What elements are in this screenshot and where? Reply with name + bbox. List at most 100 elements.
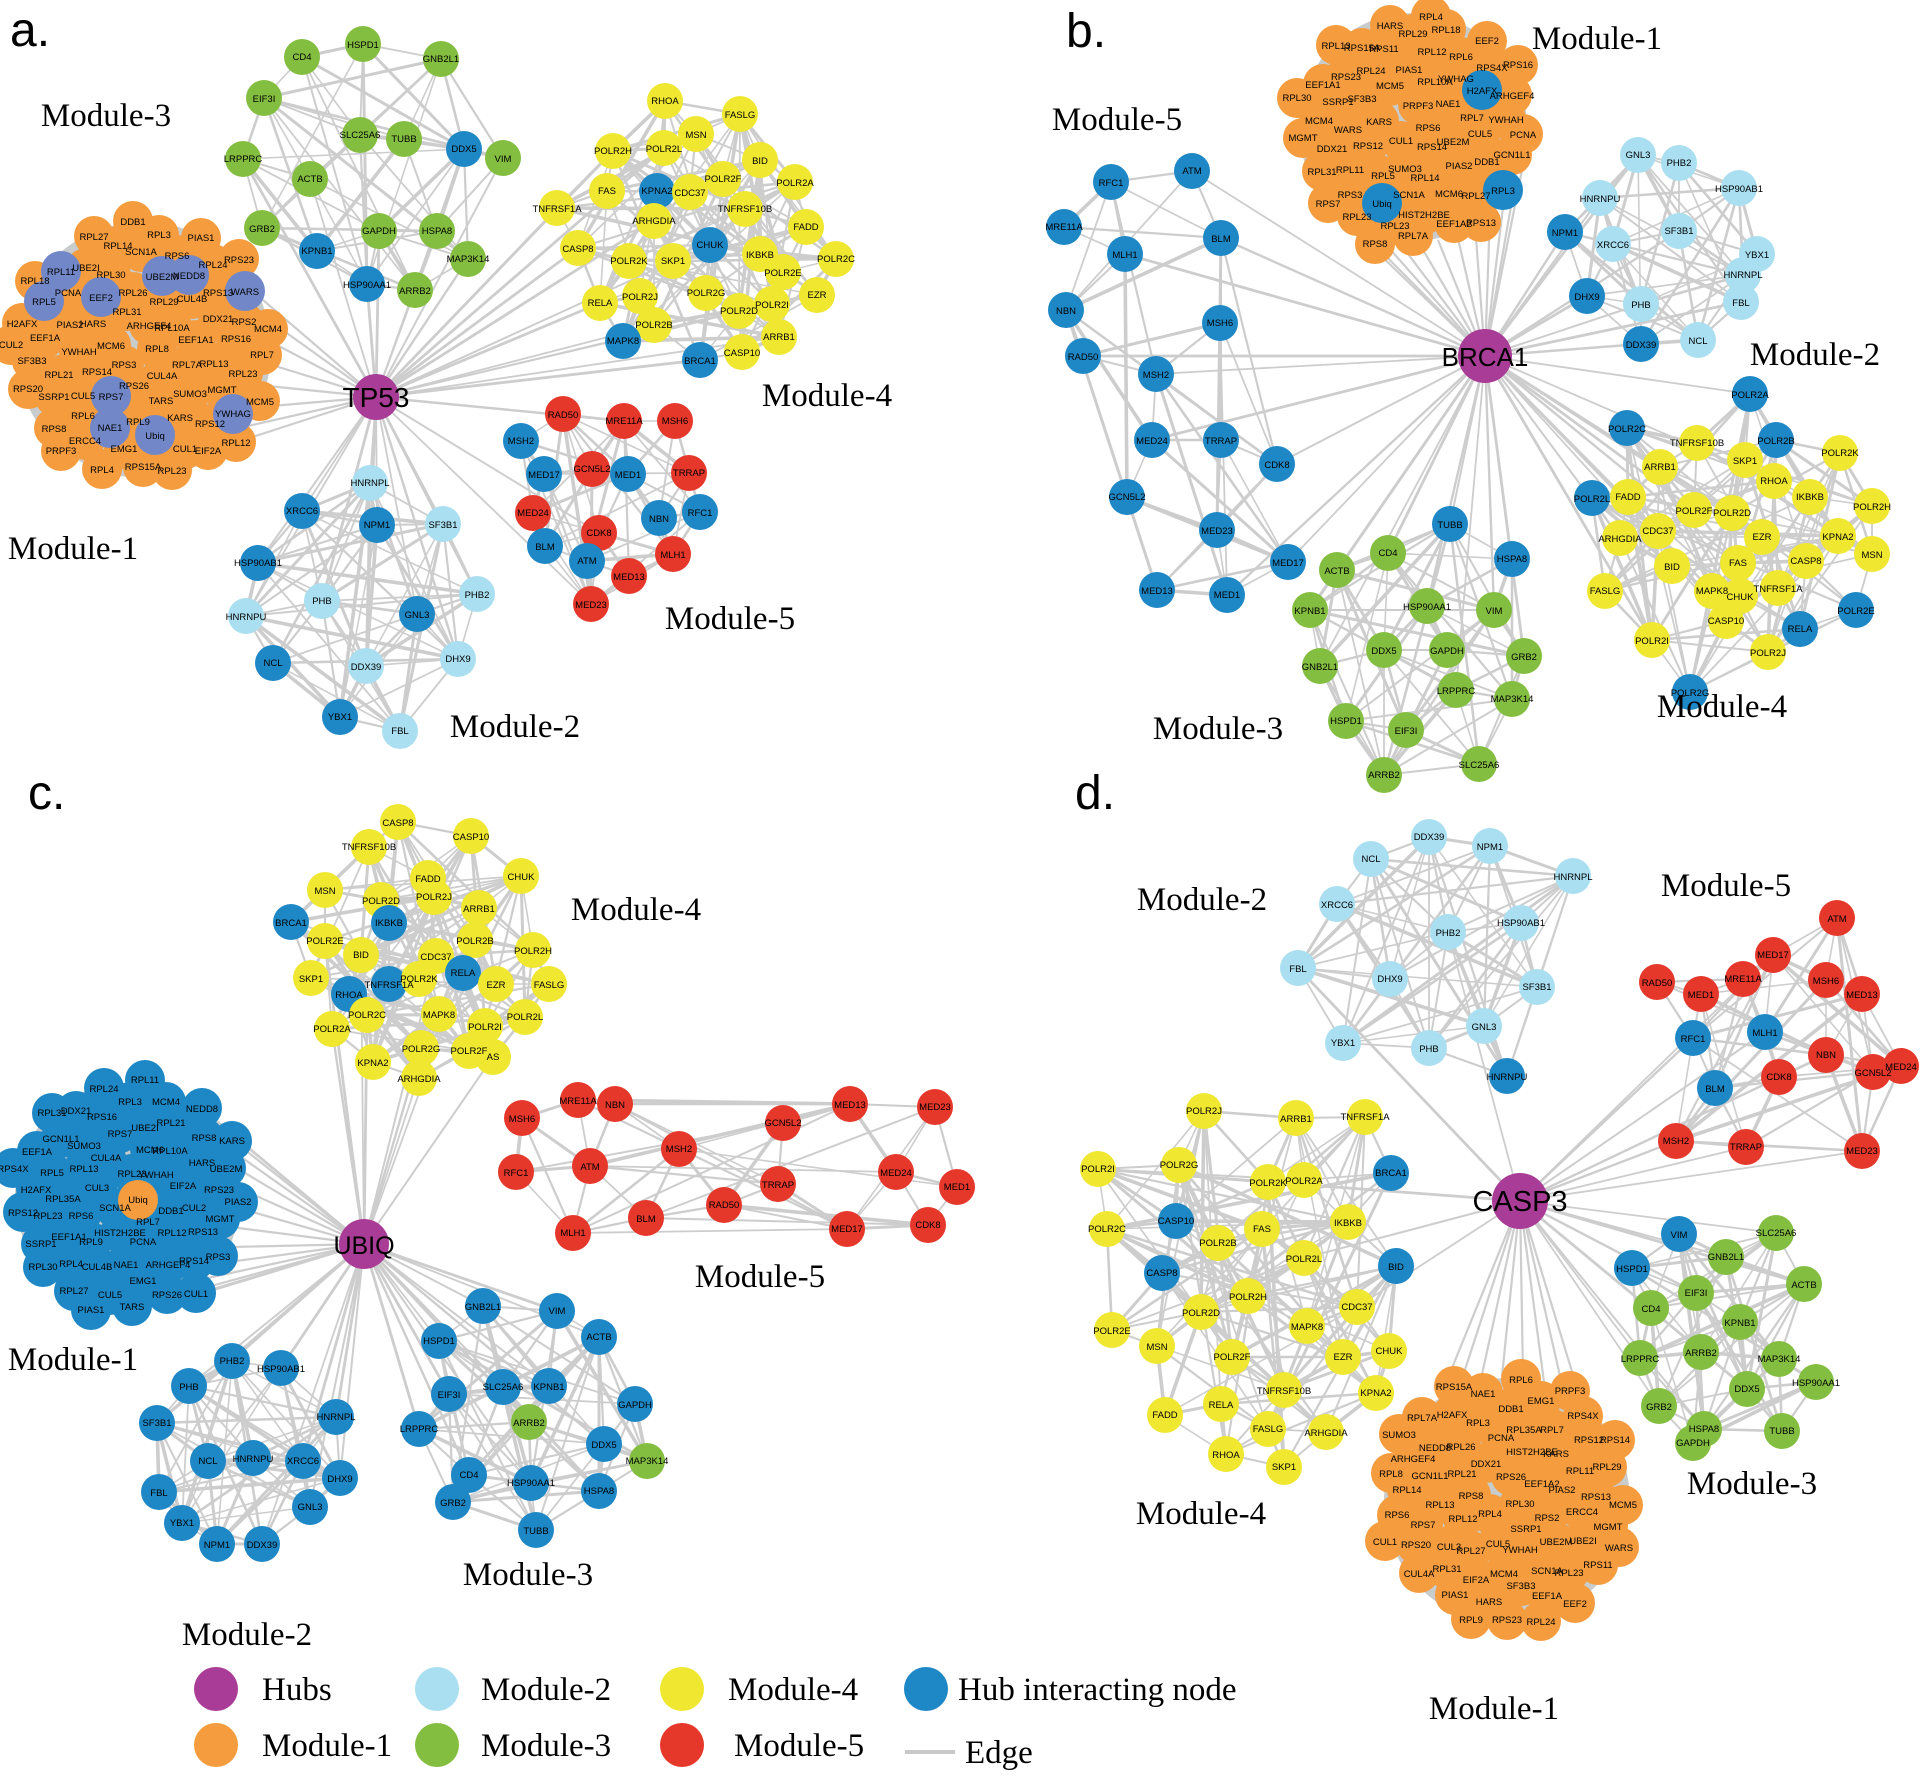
svg-text:EIF3I: EIF3I (1685, 1288, 1708, 1299)
svg-text:RPS12: RPS12 (195, 419, 225, 430)
svg-text:RPS7: RPS7 (108, 1129, 133, 1140)
svg-text:Module-3: Module-3 (481, 1728, 611, 1764)
svg-text:RPS23: RPS23 (1492, 1615, 1522, 1626)
svg-text:HIST2H2BE: HIST2H2BE (1398, 210, 1450, 221)
svg-text:MED13: MED13 (1141, 586, 1173, 597)
svg-text:MSH2: MSH2 (1663, 1136, 1689, 1147)
svg-text:RPS14: RPS14 (1417, 142, 1447, 153)
svg-text:MED24: MED24 (1885, 1062, 1917, 1073)
svg-text:RPL5: RPL5 (40, 1168, 64, 1179)
svg-text:RELA: RELA (588, 298, 613, 309)
svg-text:EEF1A2: EEF1A2 (1524, 1479, 1559, 1490)
svg-text:YBX1: YBX1 (328, 712, 352, 723)
svg-text:POLR2C: POLR2C (348, 1010, 386, 1021)
svg-text:MSN: MSN (1861, 550, 1882, 561)
svg-text:ARHGDIA: ARHGDIA (1304, 1428, 1348, 1439)
svg-text:HNRNPL: HNRNPL (350, 478, 389, 489)
svg-text:TNFRSF1A: TNFRSF1A (1753, 584, 1803, 595)
svg-text:HSP90AB1: HSP90AB1 (234, 558, 282, 569)
svg-text:SCN1A: SCN1A (1393, 190, 1425, 201)
svg-text:RPS11: RPS11 (1369, 44, 1398, 55)
svg-text:H2AFX: H2AFX (1437, 1410, 1468, 1421)
svg-text:ARRB1: ARRB1 (1280, 1114, 1312, 1125)
svg-text:SLC25A6: SLC25A6 (483, 1382, 524, 1393)
svg-text:Module-2: Module-2 (450, 709, 580, 745)
svg-text:GNL3: GNL3 (298, 1502, 323, 1513)
svg-text:TNFRSF10B: TNFRSF10B (1670, 438, 1724, 449)
svg-text:GCN5L2: GCN5L2 (1109, 492, 1146, 503)
svg-text:LRPPRC: LRPPRC (1621, 1354, 1660, 1365)
svg-text:CUL5: CUL5 (1486, 1539, 1510, 1550)
svg-text:MED17: MED17 (528, 470, 560, 481)
svg-text:POLR2K: POLR2K (1249, 1178, 1287, 1189)
svg-text:RPL4: RPL4 (59, 1259, 83, 1270)
svg-text:RPL7A: RPL7A (1398, 231, 1429, 242)
svg-text:DDB1: DDB1 (1498, 1404, 1523, 1415)
svg-text:DDX21: DDX21 (1471, 1459, 1502, 1470)
svg-text:FAS: FAS (1253, 1224, 1271, 1235)
svg-text:ARRB2: ARRB2 (1685, 1348, 1717, 1359)
svg-text:AS: AS (487, 1052, 500, 1063)
svg-text:BID: BID (1388, 1262, 1404, 1273)
svg-text:RPS23: RPS23 (224, 255, 254, 266)
svg-text:RPS15A: RPS15A (125, 462, 162, 473)
svg-text:ATM: ATM (580, 1162, 599, 1173)
svg-text:ARHGDIA: ARHGDIA (632, 216, 676, 227)
svg-text:SCN1A: SCN1A (99, 1203, 131, 1214)
svg-text:TRRAP: TRRAP (762, 1180, 794, 1191)
svg-text:RPL23: RPL23 (228, 369, 257, 380)
svg-text:TNFRSF10B: TNFRSF10B (342, 842, 396, 853)
svg-text:MED1: MED1 (944, 1182, 970, 1193)
svg-text:FASLG: FASLG (725, 110, 756, 121)
svg-text:RPS7: RPS7 (99, 392, 124, 403)
svg-text:RPL24: RPL24 (198, 260, 227, 271)
svg-text:Module-5: Module-5 (1661, 868, 1791, 904)
svg-text:MCM6: MCM6 (1435, 189, 1463, 200)
svg-text:ACTB: ACTB (297, 174, 322, 185)
svg-text:RPL13: RPL13 (199, 359, 228, 370)
svg-text:DDX39: DDX39 (1414, 832, 1445, 843)
svg-text:VIM: VIM (495, 154, 512, 165)
svg-text:b.: b. (1066, 5, 1106, 58)
svg-text:EZR: EZR (1753, 532, 1772, 543)
svg-text:FADD: FADD (793, 222, 818, 233)
svg-text:RPL24: RPL24 (1526, 1617, 1555, 1628)
svg-text:MSH6: MSH6 (1207, 318, 1233, 329)
svg-text:Hubs: Hubs (262, 1672, 332, 1708)
svg-text:POLR2A: POLR2A (1731, 390, 1769, 401)
svg-text:SKP1: SKP1 (1733, 456, 1757, 467)
svg-text:MED23: MED23 (575, 600, 607, 611)
svg-text:RPL8: RPL8 (1379, 1469, 1403, 1480)
svg-text:HNRNPU: HNRNPU (1580, 194, 1621, 205)
svg-text:RPS14: RPS14 (82, 367, 112, 378)
svg-text:RPL10A: RPL10A (1417, 77, 1453, 88)
svg-text:POLR2L: POLR2L (1574, 494, 1610, 505)
svg-text:PCNA: PCNA (1488, 1433, 1515, 1444)
svg-text:MAP3K14: MAP3K14 (447, 254, 490, 265)
svg-text:HSPA8: HSPA8 (1497, 554, 1527, 565)
svg-text:NAE1: NAE1 (114, 1260, 139, 1271)
svg-text:PHB: PHB (1419, 1044, 1439, 1055)
svg-text:MRE11A: MRE11A (559, 1096, 597, 1107)
svg-text:RPL27: RPL27 (1456, 1546, 1485, 1557)
svg-text:RPS6: RPS6 (69, 1211, 94, 1222)
svg-text:EZR: EZR (808, 290, 827, 301)
svg-text:POLR2H: POLR2H (1229, 1292, 1267, 1303)
svg-text:FBL: FBL (1732, 298, 1749, 309)
svg-text:CD4: CD4 (292, 52, 311, 63)
svg-text:RPL27: RPL27 (79, 232, 108, 243)
svg-text:RPS3: RPS3 (112, 360, 137, 371)
svg-text:PHB: PHB (312, 596, 332, 607)
svg-text:RPL23: RPL23 (157, 466, 186, 477)
svg-text:MED24: MED24 (1136, 436, 1168, 447)
svg-text:NBN: NBN (1816, 1050, 1836, 1061)
svg-text:CUL4B: CUL4B (82, 1262, 113, 1273)
svg-text:MCM6: MCM6 (136, 1145, 164, 1156)
svg-text:GAPDH: GAPDH (1676, 1438, 1710, 1449)
svg-text:RPS4X: RPS4X (1567, 1411, 1599, 1422)
svg-text:PCNA: PCNA (130, 1237, 157, 1248)
svg-text:EEF1A1: EEF1A1 (178, 335, 213, 346)
svg-text:FADD: FADD (1615, 492, 1640, 503)
svg-text:CHUK: CHUK (1727, 592, 1755, 603)
svg-text:RPS15A: RPS15A (1344, 43, 1381, 54)
